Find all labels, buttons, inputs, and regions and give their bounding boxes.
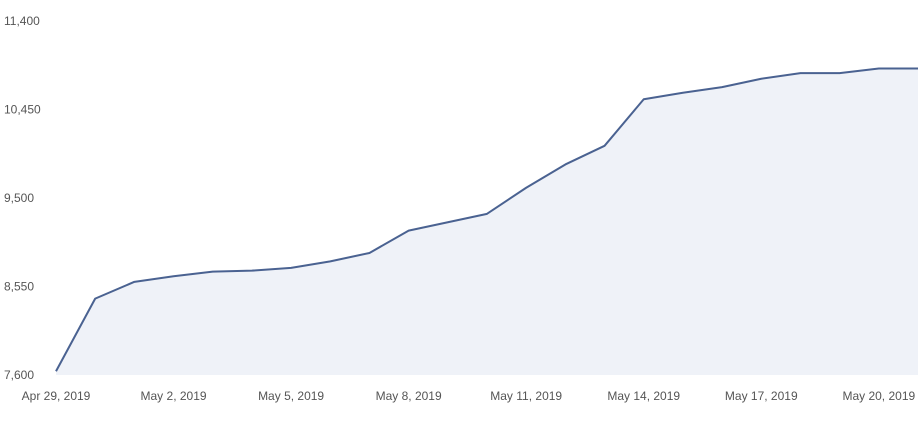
line-layer: [53, 66, 918, 374]
y-tick-label: 8,550: [4, 280, 34, 294]
data-point[interactable]: [484, 211, 490, 217]
data-point[interactable]: [797, 70, 803, 76]
data-point[interactable]: [406, 228, 412, 234]
area-fill: [56, 68, 918, 375]
data-point[interactable]: [366, 250, 372, 256]
y-tick-label: 11,400: [4, 14, 40, 28]
y-tick-label: 9,500: [4, 191, 34, 205]
x-axis: Apr 29, 2019 May 2, 2019 May 5, 2019 May 8,…: [22, 389, 916, 403]
data-point[interactable]: [249, 268, 255, 274]
data-point[interactable]: [53, 368, 59, 374]
x-tick-label: May 8, 2019: [376, 389, 442, 403]
y-tick-label: 10,450: [4, 103, 41, 117]
y-axis: 11,400 10,450 9,500 8,550 7,600: [4, 14, 41, 382]
data-point[interactable]: [758, 76, 764, 82]
data-point[interactable]: [641, 96, 647, 102]
x-tick-label: May 5, 2019: [258, 389, 324, 403]
data-point[interactable]: [523, 185, 529, 191]
data-point[interactable]: [327, 258, 333, 264]
data-point[interactable]: [837, 70, 843, 76]
data-point[interactable]: [92, 296, 98, 302]
x-tick-label: May 14, 2019: [607, 389, 680, 403]
data-point[interactable]: [288, 265, 294, 271]
data-point[interactable]: [445, 219, 451, 225]
data-point[interactable]: [210, 269, 216, 275]
x-tick-label: May 20, 2019: [842, 389, 915, 403]
series-line: [55, 67, 918, 372]
y-tick-label: 7,600: [4, 368, 34, 382]
area-layer: [56, 68, 918, 375]
data-point[interactable]: [562, 161, 568, 167]
data-point[interactable]: [876, 66, 882, 72]
data-point[interactable]: [602, 143, 608, 149]
data-point[interactable]: [171, 273, 177, 279]
x-tick-label: May 17, 2019: [725, 389, 798, 403]
data-point[interactable]: [680, 90, 686, 96]
x-tick-label: May 2, 2019: [141, 389, 207, 403]
x-tick-label: Apr 29, 2019: [22, 389, 91, 403]
data-point[interactable]: [719, 84, 725, 90]
data-point[interactable]: [131, 279, 137, 285]
x-tick-label: May 11, 2019: [490, 389, 562, 403]
